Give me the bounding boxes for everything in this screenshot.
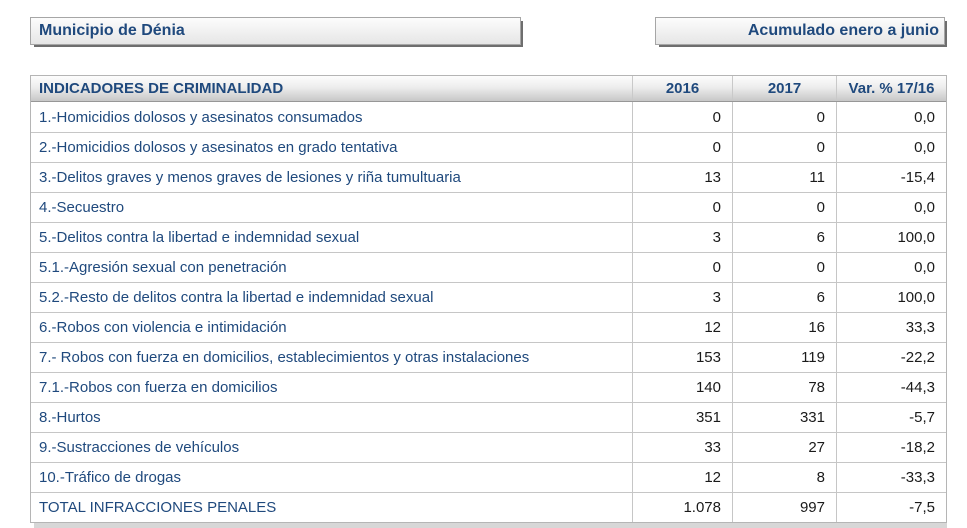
row-label: 5.1.-Agresión sexual con penetración (39, 259, 287, 276)
column-header-2016: 2016 (632, 76, 732, 101)
row-label: 1.-Homicidios dolosos y asesinatos consu… (39, 108, 363, 126)
row-label: 7.- Robos con fuerza en domicilios, esta… (39, 349, 530, 366)
value-var: -5,7 (836, 403, 946, 432)
value-2017: 16 (732, 313, 836, 342)
value-2017: 119 (732, 343, 836, 372)
column-header-var: Var. % 17/16 (836, 76, 946, 101)
value-var: -33,3 (836, 463, 946, 492)
row-label: 7.1.-Robos con fuerza en domicilios (39, 379, 278, 396)
table-row: 5.-Delitos contra la libertad e indemnid… (31, 222, 946, 252)
row-label: 2.-Homicidios dolosos y asesinatos en gr… (39, 139, 398, 156)
value-2016: 0 (632, 193, 732, 222)
table-row: 5.1.-Agresión sexual con penetración 0 0 0,… (31, 252, 946, 282)
value-2016: 0 (632, 102, 732, 132)
row-label: 10.-Tráfico de drogas (39, 469, 182, 486)
table-row: 9.-Sustracciones de vehículos 33 27 -18,2 (31, 432, 946, 462)
municipality-button[interactable]: Municipio de Dénia (30, 17, 521, 45)
value-var: 0,0 (836, 102, 946, 132)
column-header-2017: 2017 (732, 76, 836, 101)
table-row: 4.-Secuestro 0 0 0,0 (31, 192, 946, 222)
value-2016: 1.078 (632, 493, 732, 522)
table-row: 6.-Robos con violencia e intimidación 12 1… (31, 312, 946, 342)
value-var: -18,2 (836, 433, 946, 462)
row-label: TOTAL INFRACCIONES PENALES (39, 499, 277, 516)
row-label: 3.-Delitos graves y menos graves de lesi… (39, 169, 461, 186)
row-label: 5.-Delitos contra la libertad e indemnid… (39, 229, 360, 246)
row-label: 9.-Sustracciones de vehículos (39, 439, 240, 456)
value-var: -15,4 (836, 163, 946, 192)
table-row: 7.1.-Robos con fuerza en domicilios 140 78… (31, 372, 946, 402)
value-2017: 6 (732, 283, 836, 312)
value-2016: 3 (632, 283, 732, 312)
value-2017: 11 (732, 163, 836, 192)
value-2016: 140 (632, 373, 732, 402)
value-var: 33,3 (836, 313, 946, 342)
value-2017: 0 (732, 193, 836, 222)
table-row: 5.2.-Resto de delitos contra la libertad… (31, 282, 946, 312)
value-2017: 331 (732, 403, 836, 432)
value-2017: 6 (732, 223, 836, 252)
value-2016: 3 (632, 223, 732, 252)
table-body: 1.-Homicidios dolosos y asesinatos consu… (31, 102, 946, 522)
value-var: 100,0 (836, 223, 946, 252)
value-2017: 0 (732, 253, 836, 282)
value-2017: 78 (732, 373, 836, 402)
value-2016: 0 (632, 253, 732, 282)
table-row: 8.-Hurtos 351 331 -5,7 (31, 402, 946, 432)
row-label: 6.-Robos con violencia e intimidación (39, 319, 287, 336)
value-2016: 12 (632, 313, 732, 342)
value-var: -22,2 (836, 343, 946, 372)
column-header-indicators: INDICADORES DE CRIMINALIDAD (39, 80, 284, 97)
value-2016: 12 (632, 463, 732, 492)
value-2016: 351 (632, 403, 732, 432)
value-2016: 0 (632, 133, 732, 162)
value-2017: 0 (732, 133, 836, 162)
value-2016: 13 (632, 163, 732, 192)
value-var: 0,0 (836, 193, 946, 222)
table-row: 10.-Tráfico de drogas 12 8 -33,3 (31, 462, 946, 492)
table-row: 7.- Robos con fuerza en domicilios, esta… (31, 342, 946, 372)
value-2017: 8 (732, 463, 836, 492)
table-row: 1.-Homicidios dolosos y asesinatos consu… (31, 102, 946, 132)
period-button[interactable]: Acumulado enero a junio (655, 17, 945, 45)
crime-table: INDICADORES DE CRIMINALIDAD 2016 2017 Va… (30, 75, 947, 523)
value-2017: 0 (732, 102, 836, 132)
value-var: -44,3 (836, 373, 946, 402)
table-row: 2.-Homicidios dolosos y asesinatos en gr… (31, 132, 946, 162)
value-2017: 27 (732, 433, 836, 462)
value-var: -7,5 (836, 493, 946, 522)
value-var: 0,0 (836, 253, 946, 282)
table-row: 3.-Delitos graves y menos graves de lesi… (31, 162, 946, 192)
table-total-row: TOTAL INFRACCIONES PENALES 1.078 997 -7,5 (31, 492, 946, 522)
table-shadow (34, 523, 947, 528)
row-label: 8.-Hurtos (39, 409, 101, 426)
value-var: 0,0 (836, 133, 946, 162)
value-2016: 33 (632, 433, 732, 462)
row-label: 4.-Secuestro (39, 199, 125, 216)
table-header-row: INDICADORES DE CRIMINALIDAD 2016 2017 Va… (31, 76, 946, 102)
row-label: 5.2.-Resto de delitos contra la libertad… (39, 289, 434, 306)
value-2016: 153 (632, 343, 732, 372)
value-var: 100,0 (836, 283, 946, 312)
value-2017: 997 (732, 493, 836, 522)
